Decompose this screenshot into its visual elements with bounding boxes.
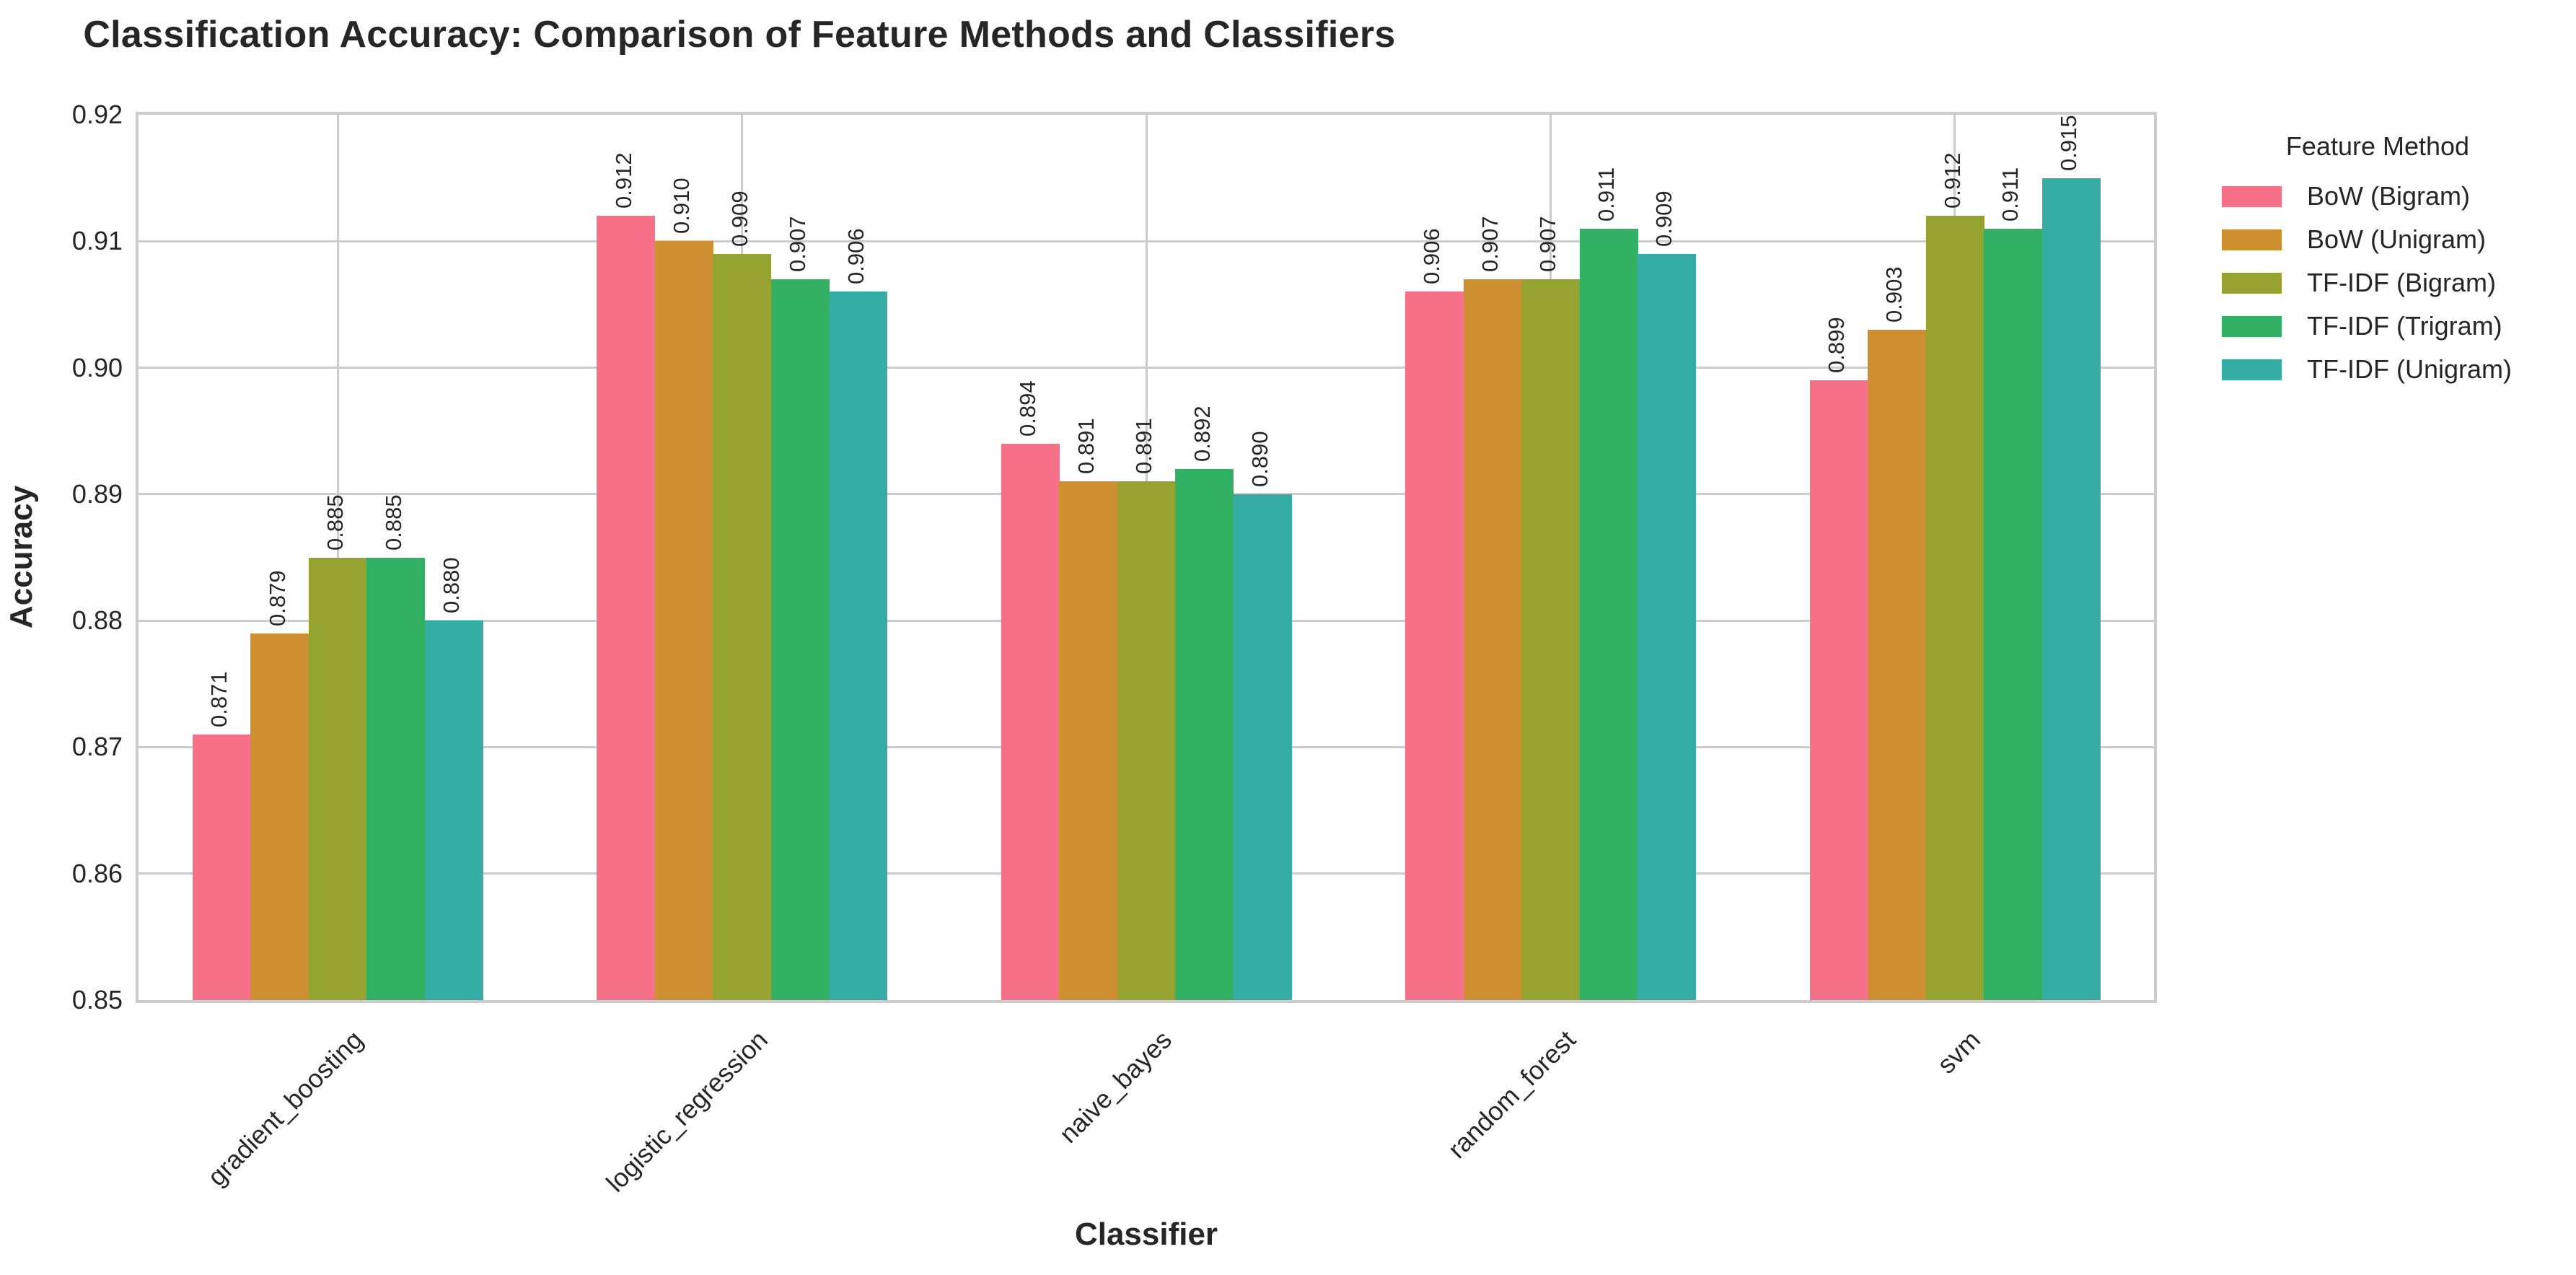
x-tick-label-gradient_boosting: gradient_boosting (201, 1025, 369, 1192)
bar-value-label: 0.912 (610, 152, 636, 209)
bar-value-label: 0.885 (322, 494, 348, 551)
bar-gradient_boosting-3 (366, 557, 426, 1000)
y-tick-label: 0.87 (71, 732, 123, 762)
legend-swatch-icon (2222, 315, 2282, 337)
bar-value-label: 0.879 (264, 570, 290, 626)
bar-gradient_boosting-1 (250, 633, 309, 1000)
bar-svm-0 (1809, 380, 1868, 1000)
x-tick-label-svm: svm (1931, 1025, 1986, 1079)
bar-value-label: 0.885 (380, 494, 406, 551)
legend-swatch-icon (2222, 272, 2282, 294)
chart-title: Classification Accuracy: Comparison of F… (83, 14, 1396, 56)
bar-gradient_boosting-4 (424, 621, 483, 1000)
bar-value-label: 0.910 (669, 178, 695, 235)
y-tick-label: 0.92 (71, 100, 123, 129)
bar-logistic_regression-0 (597, 216, 656, 1000)
bar-naive_bayes-2 (1117, 481, 1176, 1000)
bar-value-label: 0.880 (439, 557, 465, 614)
legend-swatch-icon (2222, 229, 2282, 250)
x-axis-label: Classifier (1074, 1217, 1218, 1252)
bar-random_forest-1 (1463, 279, 1522, 1000)
bar-value-label: 0.909 (726, 190, 752, 247)
bar-value-label: 0.871 (206, 671, 232, 727)
legend-title: Feature Method (2285, 131, 2470, 161)
bar-svm-2 (1925, 216, 1984, 1000)
y-tick-label: 0.90 (71, 352, 123, 382)
bar-logistic_regression-2 (713, 253, 772, 1000)
bar-value-label: 0.909 (1651, 190, 1677, 247)
bar-value-label: 0.907 (1535, 216, 1561, 272)
bar-value-label: 0.907 (785, 216, 811, 272)
legend-items: BoW (Bigram) BoW (Unigram) TF-IDF (Bigram)… (2222, 175, 2512, 391)
bar-naive_bayes-1 (1059, 481, 1118, 1000)
bar-naive_bayes-4 (1233, 494, 1292, 1000)
legend-item: TF-IDF (Unigram) (2222, 348, 2512, 391)
bar-value-label: 0.915 (2055, 115, 2081, 171)
bar-svm-1 (1868, 330, 1927, 1000)
bar-value-label: 0.906 (1419, 228, 1445, 285)
bar-logistic_regression-1 (654, 241, 713, 1000)
legend-label: BoW (Unigram) (2307, 224, 2487, 254)
bar-value-label: 0.899 (1823, 317, 1849, 374)
bar-value-label: 0.891 (1131, 418, 1156, 475)
legend-label: TF-IDF (Bigram) (2307, 268, 2496, 297)
bar-random_forest-2 (1521, 279, 1581, 1000)
y-tick-label: 0.89 (71, 478, 123, 509)
legend-label: TF-IDF (Trigram) (2307, 311, 2502, 341)
bar-random_forest-0 (1405, 292, 1464, 1000)
bar-value-label: 0.911 (1593, 167, 1619, 222)
bar-value-label: 0.903 (1881, 266, 1907, 323)
legend-swatch-icon (2222, 185, 2282, 207)
bar-logistic_regression-3 (770, 279, 830, 1000)
bar-random_forest-3 (1579, 228, 1638, 1000)
legend-label: TF-IDF (Unigram) (2307, 354, 2512, 384)
bar-naive_bayes-3 (1175, 468, 1234, 1000)
legend-swatch-icon (2222, 359, 2282, 380)
y-tick-label: 0.86 (71, 858, 123, 888)
legend: Feature Method BoW (Bigram) BoW (Unigram)… (2222, 131, 2512, 391)
bar-gradient_boosting-2 (308, 557, 367, 1000)
legend-item: BoW (Unigram) (2222, 218, 2512, 261)
plot-area: 0.871 0.879 0.885 0.885 0.880 0.912 0.910 0.909… (136, 112, 2157, 1003)
bar-value-label: 0.907 (1477, 216, 1503, 272)
x-tick-label-logistic_regression: logistic_regression (599, 1025, 773, 1198)
legend-label: BoW (Bigram) (2307, 181, 2471, 211)
bar-value-label: 0.890 (1247, 431, 1272, 487)
legend-item: TF-IDF (Bigram) (2222, 261, 2512, 304)
legend-item: TF-IDF (Trigram) (2222, 304, 2512, 348)
y-tick-label: 0.91 (71, 226, 123, 256)
x-tick-label-naive_bayes: naive_bayes (1053, 1025, 1177, 1149)
bar-value-label: 0.912 (1939, 152, 1965, 209)
bar-naive_bayes-0 (1001, 443, 1060, 1000)
bar-svm-3 (1984, 228, 2043, 1000)
x-tick-label-random_forest: random_forest (1442, 1025, 1582, 1165)
legend-item: BoW (Bigram) (2222, 175, 2512, 218)
bar-svm-4 (2041, 178, 2101, 1000)
bar-gradient_boosting-0 (192, 734, 251, 1000)
bar-value-label: 0.894 (1015, 380, 1040, 437)
bar-value-label: 0.892 (1189, 406, 1215, 462)
y-tick-label: 0.88 (71, 605, 123, 636)
bar-random_forest-4 (1638, 253, 1697, 1000)
bar-value-label: 0.891 (1073, 418, 1099, 475)
y-tick-label: 0.85 (71, 985, 123, 1015)
bar-value-label: 0.911 (1997, 167, 2023, 222)
bar-value-label: 0.906 (843, 228, 869, 285)
bar-logistic_regression-4 (829, 292, 888, 1000)
